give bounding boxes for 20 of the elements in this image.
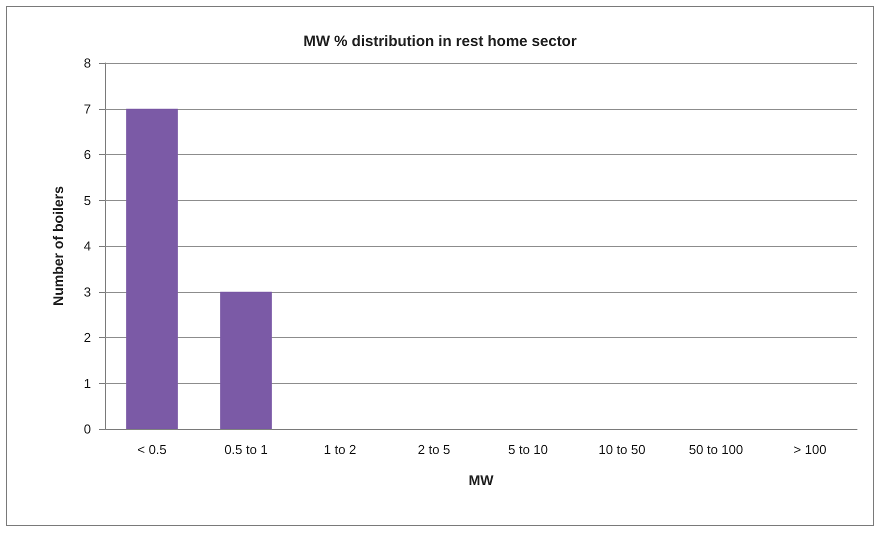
- y-tick-label: 5: [84, 192, 91, 208]
- y-tick-label: 1: [84, 376, 91, 391]
- chart-title: MW % distribution in rest home sector: [303, 33, 577, 50]
- x-axis-title: MW: [468, 472, 494, 488]
- x-tick-label: 10 to 50: [598, 442, 646, 457]
- x-tick-label: 1 to 2: [324, 442, 356, 457]
- x-tick-label: > 100: [794, 442, 826, 457]
- y-tick-label: 4: [84, 238, 91, 254]
- y-tick-label: 3: [84, 284, 91, 300]
- y-tick-label: 2: [84, 330, 91, 345]
- y-axis-title: Number of boilers: [50, 186, 66, 306]
- x-tick-label: 5 to 10: [508, 442, 548, 457]
- x-tick-label: 0.5 to 1: [224, 442, 268, 457]
- x-tick-label: < 0.5: [137, 442, 167, 457]
- y-tick-label: 6: [84, 147, 91, 162]
- y-tick-label: 7: [84, 101, 91, 116]
- y-tick-label: 0: [84, 422, 91, 436]
- x-tick-label: 50 to 100: [688, 442, 744, 457]
- x-tick-label: 2 to 5: [418, 442, 450, 457]
- y-tick-label: 8: [84, 56, 91, 70]
